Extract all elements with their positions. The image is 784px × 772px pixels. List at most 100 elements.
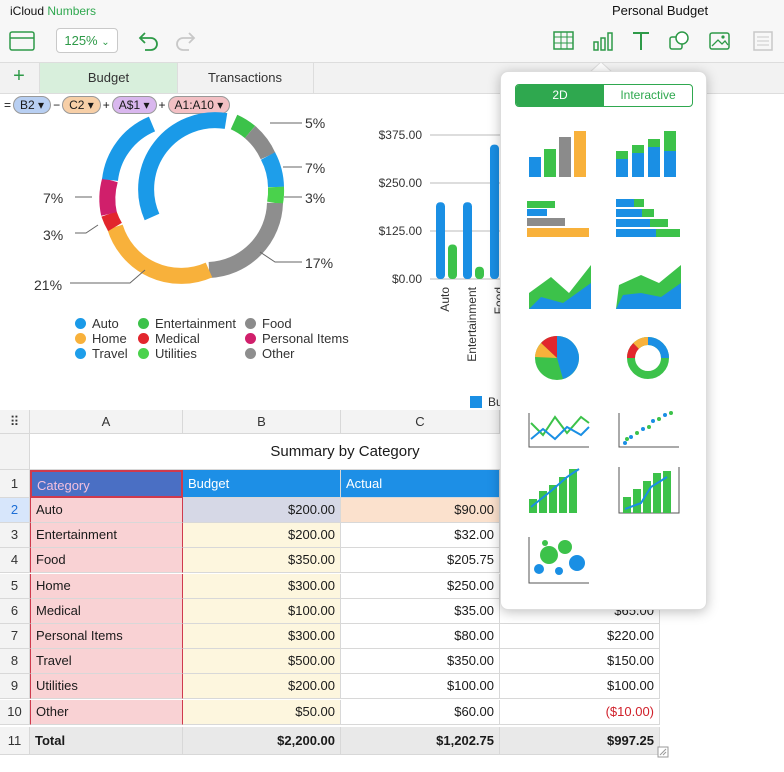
table-icon[interactable] (553, 31, 575, 51)
budget-cell[interactable]: $500.00 (183, 649, 341, 675)
actual-cell[interactable]: $350.00 (341, 649, 500, 675)
row-header[interactable]: 4 (0, 548, 30, 574)
column-header-b[interactable]: B (183, 410, 341, 434)
category-cell[interactable]: Travel (30, 649, 183, 675)
column-header-c[interactable]: C (341, 410, 500, 434)
format-icon[interactable] (752, 30, 774, 52)
actual-cell[interactable]: $80.00 (341, 624, 500, 649)
tab-budget[interactable]: Budget (39, 63, 178, 93)
row-header[interactable]: 9 (0, 674, 30, 700)
total-cell[interactable]: $1,202.75 (341, 726, 500, 755)
row-header[interactable]: 6 (0, 598, 30, 624)
actual-cell[interactable]: $100.00 (341, 674, 500, 700)
actual-cell[interactable]: $60.00 (341, 699, 500, 725)
pie-label: 5% (305, 115, 326, 131)
actual-cell[interactable]: $205.75 (341, 548, 500, 574)
formula-token-c2[interactable]: C2 ▾ (62, 96, 101, 114)
chart-type-scatter[interactable] (618, 411, 679, 448)
app-brand[interactable]: iCloud Numbers (10, 4, 97, 18)
seg-interactive[interactable]: Interactive (620, 88, 676, 102)
actual-cell[interactable]: $90.00 (341, 498, 500, 523)
budget-cell[interactable]: $50.00 (183, 699, 341, 725)
bar-chart[interactable]: $375.00 $250.00 $125.00 $0.00 Auto Entertainm… (370, 125, 505, 370)
category-cell[interactable]: Medical (30, 598, 183, 624)
chart-type-line[interactable] (528, 413, 590, 448)
total-cell[interactable]: $2,200.00 (183, 726, 341, 755)
donut-chart[interactable] (70, 105, 340, 285)
shape-icon[interactable] (668, 30, 690, 52)
chart-mode-segmented-control[interactable]: 2D Interactive (515, 84, 693, 107)
chart-type-stacked-bar[interactable] (616, 199, 680, 237)
category-cell[interactable]: Utilities (30, 674, 183, 700)
row-header[interactable]: 11 (0, 726, 30, 755)
donut-segment-other (208, 202, 283, 278)
difference-cell[interactable]: $220.00 (500, 624, 660, 649)
column-header-a[interactable]: A (30, 410, 183, 434)
budget-cell[interactable]: $100.00 (183, 598, 341, 624)
redo-icon[interactable] (174, 30, 198, 52)
category-cell[interactable]: Auto (30, 498, 183, 523)
formula-bar[interactable]: = B2 ▾ − C2 ▾ + A$1 ▾ + A1:A10 ▾ (4, 95, 231, 115)
difference-cell[interactable]: ($10.00) (500, 699, 660, 725)
document-title[interactable]: Personal Budget (611, 3, 709, 18)
legend-label: Travel (92, 346, 128, 361)
undo-icon[interactable] (136, 30, 160, 52)
formula-token-range[interactable]: A1:A10 ▾ (167, 96, 231, 114)
formula-token-a1[interactable]: A$1 ▾ (111, 96, 157, 114)
table-title[interactable]: Summary by Category (30, 434, 660, 470)
chart-type-bar[interactable] (527, 201, 589, 237)
difference-cell[interactable]: $100.00 (500, 674, 660, 700)
zoom-menu[interactable]: 125% ⌄ (56, 28, 118, 53)
header-cell-1[interactable]: Budget (183, 470, 341, 498)
chart-icon[interactable] (592, 30, 614, 52)
chart-type-stacked-column[interactable] (616, 131, 676, 177)
budget-cell[interactable]: $200.00 (183, 498, 341, 523)
header-cell-2[interactable]: Actual (341, 470, 500, 498)
budget-cell[interactable]: $300.00 (183, 624, 341, 649)
actual-cell[interactable]: $250.00 (341, 573, 500, 599)
legend-swatch (138, 333, 149, 344)
chart-type-pie[interactable] (535, 336, 579, 380)
chart-type-2-axis[interactable] (618, 467, 680, 514)
legend-swatch (245, 318, 256, 329)
chart-type-column[interactable] (529, 131, 586, 177)
difference-cell[interactable]: $150.00 (500, 649, 660, 675)
header-cell-0[interactable]: Category (30, 470, 183, 498)
budget-cell[interactable]: $200.00 (183, 523, 341, 549)
add-sheet-button[interactable]: + (13, 65, 25, 87)
row-header[interactable]: 5 (0, 573, 30, 599)
row-header[interactable]: 1 (0, 470, 30, 498)
actual-cell[interactable]: $32.00 (341, 523, 500, 549)
resize-handle-icon[interactable] (657, 746, 669, 758)
tab-transactions[interactable]: Transactions (177, 63, 314, 93)
media-icon[interactable] (708, 30, 732, 52)
text-icon[interactable] (630, 30, 652, 52)
table-select-all-handle[interactable]: ⠿ (0, 410, 30, 434)
category-cell[interactable]: Personal Items (30, 624, 183, 649)
seg-2d[interactable]: 2D (516, 85, 604, 106)
budget-cell[interactable]: $200.00 (183, 674, 341, 700)
row-header[interactable]: 3 (0, 523, 30, 549)
chart-type-donut[interactable] (627, 337, 669, 379)
total-cell[interactable]: Total (30, 726, 183, 755)
category-cell[interactable]: Other (30, 699, 183, 725)
category-cell[interactable]: Home (30, 573, 183, 599)
chart-thumbnails[interactable] (501, 117, 706, 597)
row-header-title[interactable] (0, 434, 30, 470)
budget-cell[interactable]: $300.00 (183, 573, 341, 599)
row-header[interactable]: 2 (0, 498, 30, 523)
actual-cell[interactable]: $35.00 (341, 598, 500, 624)
row-header[interactable]: 10 (0, 699, 30, 725)
chart-type-area[interactable] (529, 265, 591, 309)
formula-token-b2[interactable]: B2 ▾ (13, 96, 52, 114)
sidebar-icon[interactable] (9, 31, 35, 51)
row-header[interactable]: 7 (0, 624, 30, 649)
category-cell[interactable]: Entertainment (30, 523, 183, 549)
chart-type-stacked-area[interactable] (616, 265, 681, 309)
budget-cell[interactable]: $350.00 (183, 548, 341, 574)
total-cell[interactable]: $997.25 (500, 726, 660, 755)
chart-type-mixed[interactable] (529, 468, 580, 513)
row-header[interactable]: 8 (0, 649, 30, 675)
chart-type-bubble[interactable] (528, 537, 589, 584)
category-cell[interactable]: Food (30, 548, 183, 574)
